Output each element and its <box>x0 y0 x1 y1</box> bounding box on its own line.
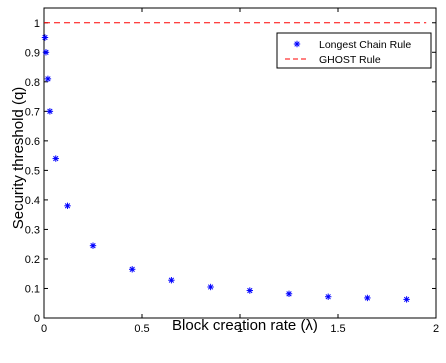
star-stroke <box>47 108 53 114</box>
star-stroke <box>286 291 292 297</box>
data-point <box>364 294 371 302</box>
data-point <box>403 296 410 303</box>
star-stroke <box>90 243 96 249</box>
star-stroke <box>247 287 253 294</box>
star-stroke <box>168 277 175 283</box>
y-tick-label: 0.5 <box>25 165 40 177</box>
data-point <box>168 277 175 284</box>
y-tick-label: 1 <box>34 18 40 30</box>
x-axis-label: Block creation rate (λ) <box>172 317 318 334</box>
x-tick-label: 0.5 <box>134 323 149 335</box>
x-tick-label: 1 <box>237 323 243 335</box>
data-point <box>46 108 54 115</box>
y-tick-label: 0 <box>34 313 40 325</box>
y-axis-label: Security threshold (q) <box>10 87 27 230</box>
y-tick-label: 0.8 <box>25 77 40 89</box>
star-stroke <box>207 284 214 290</box>
y-tick-label: 0.2 <box>25 254 40 266</box>
x-tick-label: 2 <box>433 323 439 335</box>
data-marks <box>41 22 427 303</box>
star-stroke <box>325 294 331 300</box>
data-point <box>42 49 50 56</box>
data-point <box>207 283 214 291</box>
star-stroke <box>45 76 51 82</box>
data-point <box>52 155 59 162</box>
x-tick-label: 0 <box>41 323 47 335</box>
y-tick-label: 0.1 <box>25 283 40 295</box>
legend-entry-label: Longest Chain Rule <box>319 39 411 51</box>
legend-box <box>276 32 432 69</box>
star-stroke <box>403 296 410 303</box>
star-stroke <box>53 155 59 162</box>
y-tick-label: 0.7 <box>25 106 40 118</box>
star-stroke <box>364 295 371 301</box>
x-tick-label: 1.5 <box>330 323 345 335</box>
data-point <box>64 202 71 210</box>
data-point <box>246 287 253 294</box>
data-point <box>89 242 97 249</box>
data-point <box>129 266 136 273</box>
y-tick-label: 0.4 <box>25 195 40 207</box>
star-stroke <box>294 41 300 47</box>
data-point <box>41 34 49 41</box>
axes: 0 0.5 1 1.5 2 0 0.1 0.2 0.3 0.4 0.5 0.6 0.7 0.8 0.9 1 <box>25 8 439 335</box>
star-stroke <box>64 203 71 209</box>
y-tick-label: 0.3 <box>25 224 40 236</box>
star-stroke <box>43 49 49 55</box>
star-stroke <box>129 266 135 272</box>
data-point <box>285 290 293 297</box>
y-tick-label: 0.9 <box>25 47 40 59</box>
star-stroke <box>42 34 48 41</box>
legend: Longest Chain Rule GHOST Rule <box>276 32 432 69</box>
data-point <box>44 75 52 83</box>
legend-entry-label: GHOST Rule <box>319 54 381 66</box>
data-point <box>325 293 332 300</box>
legend-swatch-marker <box>293 40 301 48</box>
y-tick-label: 0.6 <box>25 136 40 148</box>
